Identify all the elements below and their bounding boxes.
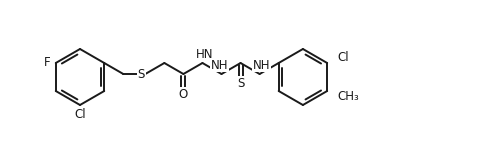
Text: NH: NH	[210, 59, 228, 71]
Text: O: O	[178, 87, 188, 101]
Text: CH₃: CH₃	[337, 90, 358, 102]
Text: Cl: Cl	[74, 108, 86, 122]
Text: S: S	[137, 67, 145, 81]
Text: Cl: Cl	[337, 51, 348, 64]
Text: HN: HN	[195, 47, 213, 61]
Text: F: F	[44, 56, 50, 69]
Text: S: S	[236, 76, 244, 90]
Text: NH: NH	[253, 59, 270, 71]
